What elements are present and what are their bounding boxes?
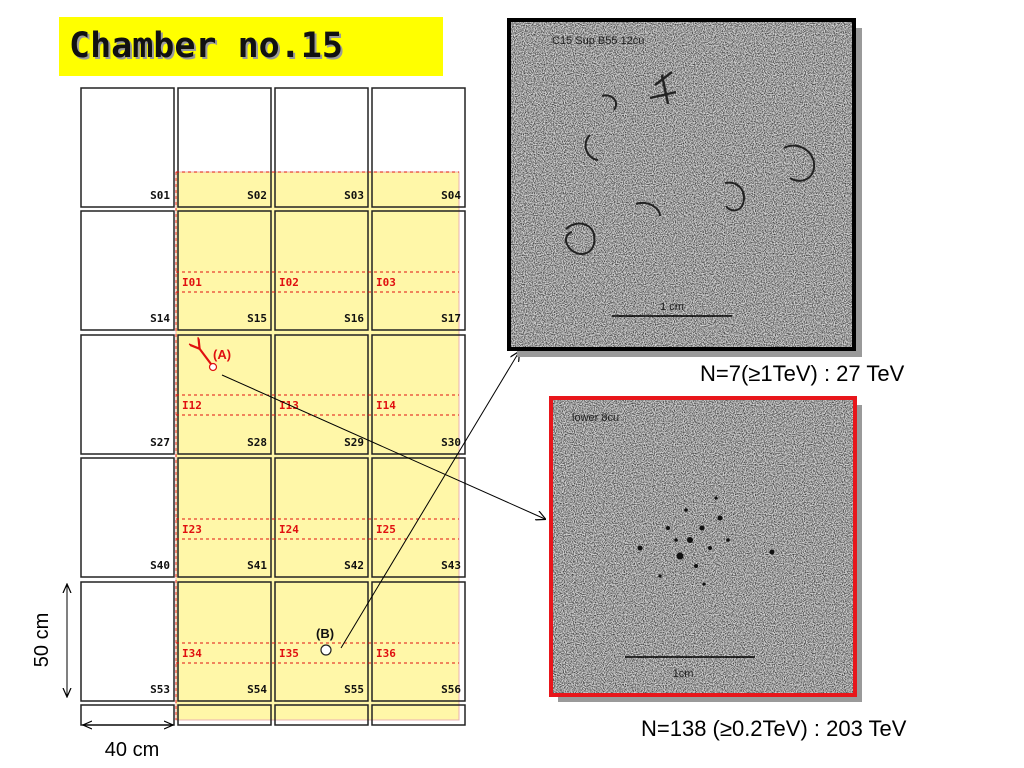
title-background [59, 17, 443, 76]
cell-label-s29: S29 [344, 436, 364, 449]
cell-label-s30: S30 [441, 436, 461, 449]
inner-label-i35: I35 [279, 647, 299, 660]
chamber-grid [80, 87, 466, 726]
bottom-photo-label: lower 8cu [572, 412, 619, 424]
inner-bands [175, 171, 459, 720]
connector-a-to-bottom [221, 374, 545, 519]
cell-label-s15: S15 [247, 312, 267, 325]
inner-label-i24: I24 [279, 523, 299, 536]
tile-partial-row [80, 704, 175, 726]
tile-partial-row [371, 704, 466, 726]
cell-label-s42: S42 [344, 559, 364, 572]
bottom-photo: 1cm lower 8cu [549, 396, 862, 702]
top-photo-caption: N=7(≥1TeV) : 27 TeV [700, 361, 905, 386]
marker-a-point [208, 362, 218, 372]
tile-s41 [177, 457, 272, 578]
inner-label-i01: I01 [182, 276, 202, 289]
inner-label-i14: I14 [376, 399, 396, 412]
cell-label-s17: S17 [441, 312, 461, 325]
tile-s17 [371, 210, 466, 331]
top-photo-grain [509, 20, 854, 349]
cell-label-s54: S54 [247, 683, 267, 696]
marker-b-point [320, 644, 332, 656]
top-photo-frame [507, 18, 856, 351]
bottom-photo-grain [551, 398, 855, 695]
top-scale-label: 1 cm [660, 301, 684, 313]
tile-s40 [80, 457, 175, 578]
tile-s56 [371, 581, 466, 702]
connector-b-to-top [340, 352, 519, 649]
tile-s53 [80, 581, 175, 702]
marker-a-label: (A) [213, 347, 231, 362]
tile-s30 [371, 334, 466, 455]
cell-label-s01: S01 [150, 189, 170, 202]
bottom-photo-caption: N=138 (≥0.2TeV) : 203 TeV [641, 716, 907, 741]
cell-label-s14: S14 [150, 312, 170, 325]
cell-label-s41: S41 [247, 559, 267, 572]
cell-label-s04: S04 [441, 189, 461, 202]
bottom-photo-cluster [637, 496, 775, 586]
inner-label-i02: I02 [279, 276, 299, 289]
tile-s16 [274, 210, 369, 331]
tile-s15 [177, 210, 272, 331]
grid-labels: S01 S02 S03 S04 S14 S15 S16 S17 S27 S28 S29 S30 S40 S… [150, 189, 461, 696]
tile-partial-row [177, 704, 272, 726]
marker-a-arrow [199, 348, 212, 365]
tile-s54 [177, 581, 272, 702]
width-dimension-label: 40 cm [105, 739, 159, 761]
inner-label-i36: I36 [376, 647, 396, 660]
cell-label-s53: S53 [150, 683, 170, 696]
tile-s27 [80, 334, 175, 455]
bottom-scale-label: 1cm [673, 668, 694, 680]
tile-s43 [371, 457, 466, 578]
height-dimension-label: 50 cm [31, 613, 53, 667]
inner-label-i03: I03 [376, 276, 396, 289]
tile-s01 [80, 87, 175, 208]
cell-label-s43: S43 [441, 559, 461, 572]
tile-s14 [80, 210, 175, 331]
cell-label-s03: S03 [344, 189, 364, 202]
cell-label-s56: S56 [441, 683, 461, 696]
tile-s04 [371, 87, 466, 208]
cell-label-s55: S55 [344, 683, 364, 696]
cell-label-s40: S40 [150, 559, 170, 572]
top-photo-tracks [564, 71, 816, 255]
top-photo: 1 cm C15 Sup B55 12cu [507, 18, 862, 357]
cell-label-s27: S27 [150, 436, 170, 449]
inner-label-i23: I23 [182, 523, 202, 536]
tile-partial-row [274, 704, 369, 726]
inner-label-i12: I12 [182, 399, 202, 412]
tile-s42 [274, 457, 369, 578]
inner-label-i13: I13 [279, 399, 299, 412]
tile-s02 [177, 87, 272, 208]
cell-label-s28: S28 [247, 436, 267, 449]
cell-label-s16: S16 [344, 312, 364, 325]
tile-s55 [274, 581, 369, 702]
top-photo-label: C15 Sup B55 12cu [552, 35, 644, 47]
inner-label-i34: I34 [182, 647, 202, 660]
inner-label-i25: I25 [376, 523, 396, 536]
cell-label-s02: S02 [247, 189, 267, 202]
bottom-photo-frame [549, 396, 857, 697]
page-title: Chamber no.15 [69, 26, 343, 66]
marker-b-label: (B) [316, 626, 334, 641]
tile-s03 [274, 87, 369, 208]
